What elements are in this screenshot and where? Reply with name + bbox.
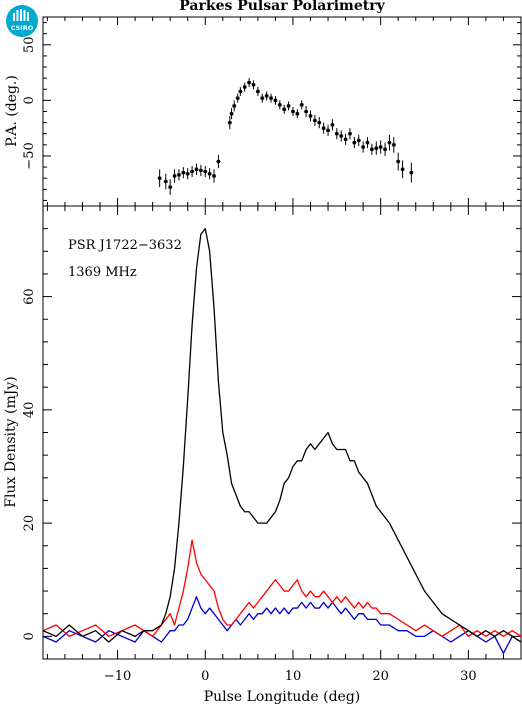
pa-point (299, 100, 304, 110)
pa-point (227, 115, 232, 130)
flux-y-tick-label: 60 (22, 288, 37, 305)
pa-point (304, 105, 309, 118)
flux-panel: −10 0 10 20 30 0 20 40 60 PSR J1722−3632 1369 MH… (3, 205, 522, 705)
pa-point (232, 100, 237, 112)
pa-point (409, 162, 414, 183)
flux-ticks: −10 0 10 20 30 0 20 40 60 (22, 205, 522, 684)
pa-y-tick-label: 50 (22, 37, 37, 54)
pa-point (235, 93, 240, 103)
pa-point (282, 104, 287, 114)
pa-panel: −50 0 50 P.A. (deg.) (4, 16, 522, 207)
pa-point (396, 152, 401, 171)
pa-point (308, 110, 313, 122)
linear-polarization-line (42, 539, 522, 637)
flux-y-tick-label: 20 (22, 515, 37, 532)
pa-point (317, 117, 322, 129)
pa-point (400, 160, 405, 179)
pa-ylabel: P.A. (deg.) (4, 75, 20, 147)
pa-point (374, 141, 379, 155)
pa-point (321, 122, 326, 134)
pa-point (157, 169, 162, 188)
flux-xlabel: Pulse Longitude (deg) (204, 689, 361, 705)
pa-point (269, 93, 274, 103)
pa-point (255, 87, 260, 96)
pa-point (168, 179, 173, 195)
pa-point (207, 168, 212, 180)
pa-y-tick-label: 0 (22, 96, 37, 104)
pa-panel-frame (42, 16, 522, 207)
flux-ylabel: Flux Density (mJy) (3, 376, 19, 507)
pa-point (176, 169, 181, 181)
pa-point (383, 142, 388, 156)
pa-point (238, 87, 243, 96)
flux-y-tick-label: 0 (22, 632, 37, 640)
pa-point (330, 119, 335, 131)
pa-point (277, 100, 282, 110)
flux-x-tick-label: 10 (285, 669, 302, 684)
pa-point (391, 137, 396, 153)
flux-lines (42, 227, 522, 654)
pa-points (157, 78, 414, 195)
pa-point (229, 108, 234, 120)
flux-x-tick-label: 30 (460, 669, 477, 684)
pa-point (247, 78, 252, 88)
pa-point (347, 128, 352, 140)
pa-point (334, 128, 339, 140)
pa-point (387, 134, 392, 151)
pa-point (198, 164, 203, 176)
pa-y-tick-label: −50 (22, 142, 37, 169)
pa-point (163, 173, 168, 190)
pa-point (194, 163, 199, 175)
pa-point (203, 165, 208, 178)
flux-y-tick-label: 40 (22, 402, 37, 419)
pa-point (181, 167, 186, 179)
pa-point (352, 137, 357, 149)
pa-point (286, 101, 291, 111)
pa-point (190, 165, 195, 178)
pa-point (361, 141, 366, 153)
total-intensity-line (42, 227, 522, 643)
pa-point (343, 133, 348, 145)
pa-point (251, 80, 256, 90)
pa-point (216, 154, 221, 169)
flux-x-tick-label: 20 (372, 669, 389, 684)
flux-x-tick-label: −10 (104, 669, 131, 684)
psr-name-label: PSR J1722−3632 (68, 238, 182, 253)
pa-point (290, 107, 295, 116)
flux-x-tick-label: 0 (201, 669, 209, 684)
csiro-logo-bars (13, 9, 29, 21)
pa-point (295, 109, 300, 119)
frequency-label: 1369 MHz (68, 265, 137, 280)
pa-point (264, 91, 269, 101)
pa-point (212, 169, 217, 183)
csiro-logo: CSIRO (6, 5, 38, 37)
pa-point (172, 169, 177, 183)
pa-point (242, 82, 247, 92)
pa-point (356, 134, 361, 146)
circular-polarization-line (42, 596, 522, 654)
csiro-logo-text: CSIRO (11, 24, 34, 32)
pa-point (260, 93, 265, 103)
pa-point (378, 140, 383, 154)
figure-title: Parkes Pulsar Polarimetry (179, 0, 385, 14)
pa-point (369, 143, 374, 155)
pa-ticks: −50 0 50 (22, 17, 522, 206)
pa-point (365, 137, 370, 149)
pa-point (185, 168, 190, 180)
pa-point (326, 124, 331, 136)
pa-point (312, 114, 317, 126)
pa-point (273, 95, 278, 105)
pa-point (339, 130, 344, 142)
